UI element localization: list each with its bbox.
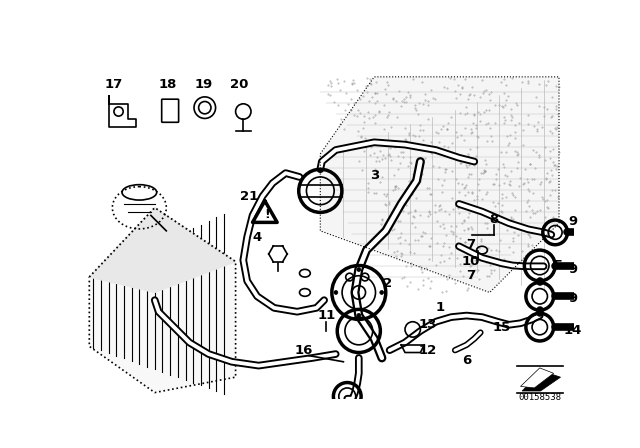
Text: 7: 7 — [466, 238, 475, 251]
Text: 8: 8 — [489, 213, 498, 226]
Text: 2: 2 — [383, 277, 392, 290]
Text: 21: 21 — [241, 190, 259, 202]
Text: 00158538: 00158538 — [518, 393, 561, 402]
Polygon shape — [90, 208, 236, 392]
Text: 3: 3 — [369, 169, 379, 182]
Text: 13: 13 — [419, 318, 437, 332]
Circle shape — [380, 291, 383, 294]
Text: 19: 19 — [194, 78, 212, 91]
Text: 9: 9 — [568, 263, 577, 276]
Polygon shape — [90, 208, 236, 293]
Text: 11: 11 — [317, 309, 335, 322]
Text: 17: 17 — [105, 78, 123, 91]
Circle shape — [357, 267, 361, 271]
Text: 18: 18 — [159, 78, 177, 91]
Text: 6: 6 — [462, 354, 471, 367]
Text: 1: 1 — [435, 302, 444, 314]
Polygon shape — [522, 371, 561, 391]
Text: 10: 10 — [461, 255, 479, 268]
Circle shape — [357, 314, 361, 317]
Text: 16: 16 — [294, 344, 312, 357]
Text: 9: 9 — [568, 292, 577, 305]
Text: 9: 9 — [568, 215, 577, 228]
Text: 7: 7 — [466, 269, 475, 282]
Text: 5: 5 — [554, 259, 564, 272]
Text: 14: 14 — [564, 324, 582, 337]
Circle shape — [334, 291, 338, 294]
Polygon shape — [520, 368, 554, 388]
Text: !: ! — [264, 208, 270, 221]
Text: 20: 20 — [230, 78, 248, 91]
Text: 15: 15 — [492, 321, 510, 334]
Polygon shape — [320, 77, 559, 293]
Text: 12: 12 — [419, 344, 437, 357]
Text: 4: 4 — [253, 231, 262, 244]
